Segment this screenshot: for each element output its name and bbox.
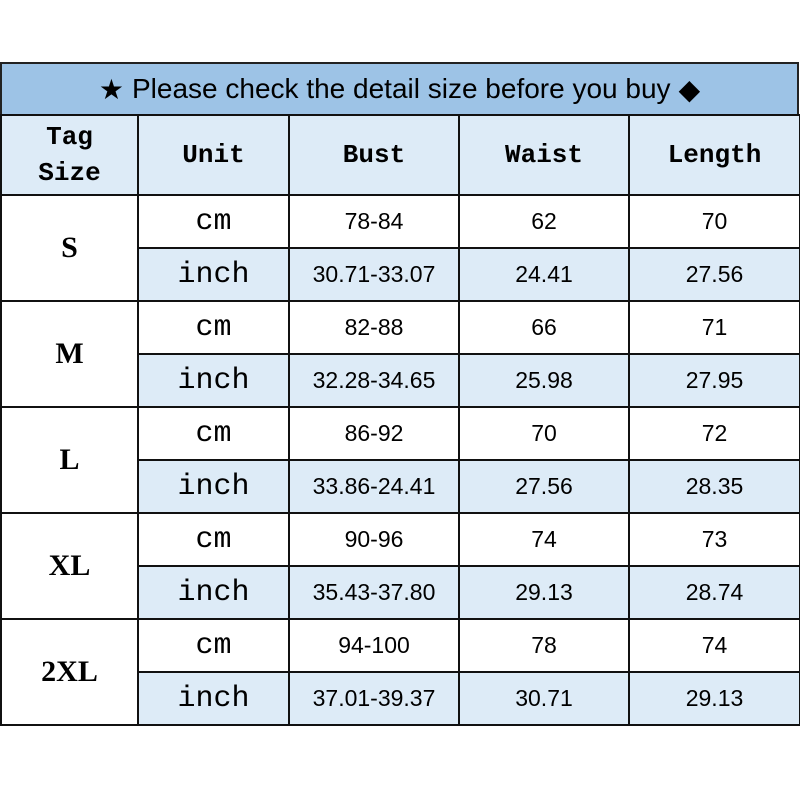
title-bar: ★ Please check the detail size before yo…: [0, 62, 799, 114]
table-row: 2XL cm 94-100 78 74: [0, 618, 800, 726]
table-row: inch 33.86-24.41 27.56 28.35: [1, 459, 800, 514]
table-row: inch 30.71-33.07 24.41 27.56: [1, 247, 800, 302]
waist-cell: 78: [458, 618, 630, 673]
length-cell: 74: [628, 618, 800, 673]
length-cell: 28.35: [628, 459, 800, 514]
bust-cell: 82-88: [288, 300, 460, 355]
length-cell: 71: [628, 300, 800, 355]
header-tag-size: Tag Size: [0, 114, 139, 196]
length-cell: 27.95: [628, 353, 800, 408]
tag-size-cell: XL: [0, 512, 139, 620]
bust-cell: 35.43-37.80: [288, 565, 460, 620]
unit-cell: inch: [137, 671, 290, 726]
waist-cell: 62: [458, 194, 630, 249]
length-cell: 73: [628, 512, 800, 567]
waist-cell: 27.56: [458, 459, 630, 514]
waist-cell: 29.13: [458, 565, 630, 620]
header-waist: Waist: [458, 114, 630, 196]
tag-size-cell: 2XL: [0, 618, 139, 726]
length-cell: 72: [628, 406, 800, 461]
waist-cell: 25.98: [458, 353, 630, 408]
bust-cell: 33.86-24.41: [288, 459, 460, 514]
header-unit: Unit: [137, 114, 290, 196]
length-cell: 70: [628, 194, 800, 249]
tag-size-cell: S: [0, 194, 139, 302]
length-cell: 28.74: [628, 565, 800, 620]
unit-cell: cm: [137, 406, 290, 461]
bust-cell: 37.01-39.37: [288, 671, 460, 726]
unit-cell: cm: [137, 618, 290, 673]
length-cell: 29.13: [628, 671, 800, 726]
title-text: Please check the detail size before you …: [132, 73, 671, 104]
bust-cell: 86-92: [288, 406, 460, 461]
unit-cell: inch: [137, 565, 290, 620]
unit-cell: inch: [137, 353, 290, 408]
star-icon: ★: [98, 73, 124, 105]
bust-cell: 32.28-34.65: [288, 353, 460, 408]
bust-cell: 30.71-33.07: [288, 247, 460, 302]
table-row: XL cm 90-96 74 73: [0, 512, 800, 620]
size-chart: ★ Please check the detail size before yo…: [0, 62, 800, 726]
table-row: inch 32.28-34.65 25.98 27.95: [1, 353, 800, 408]
table-row: inch 37.01-39.37 30.71 29.13: [1, 671, 800, 726]
header-length: Length: [628, 114, 800, 196]
diamond-icon: ◆: [678, 73, 701, 105]
bust-cell: 94-100: [288, 618, 460, 673]
waist-cell: 24.41: [458, 247, 630, 302]
waist-cell: 66: [458, 300, 630, 355]
waist-cell: 30.71: [458, 671, 630, 726]
waist-cell: 74: [458, 512, 630, 567]
waist-cell: 70: [458, 406, 630, 461]
unit-cell: cm: [137, 512, 290, 567]
unit-cell: cm: [137, 194, 290, 249]
unit-cell: inch: [137, 459, 290, 514]
header-bust: Bust: [288, 114, 460, 196]
table-row: inch 35.43-37.80 29.13 28.74: [1, 565, 800, 620]
bust-cell: 78-84: [288, 194, 460, 249]
tag-size-cell: L: [0, 406, 139, 514]
unit-cell: inch: [137, 247, 290, 302]
unit-cell: cm: [137, 300, 290, 355]
tag-size-cell: M: [0, 300, 139, 408]
bust-cell: 90-96: [288, 512, 460, 567]
length-cell: 27.56: [628, 247, 800, 302]
header-row: Tag Size Unit Bust Waist Length: [0, 114, 800, 196]
